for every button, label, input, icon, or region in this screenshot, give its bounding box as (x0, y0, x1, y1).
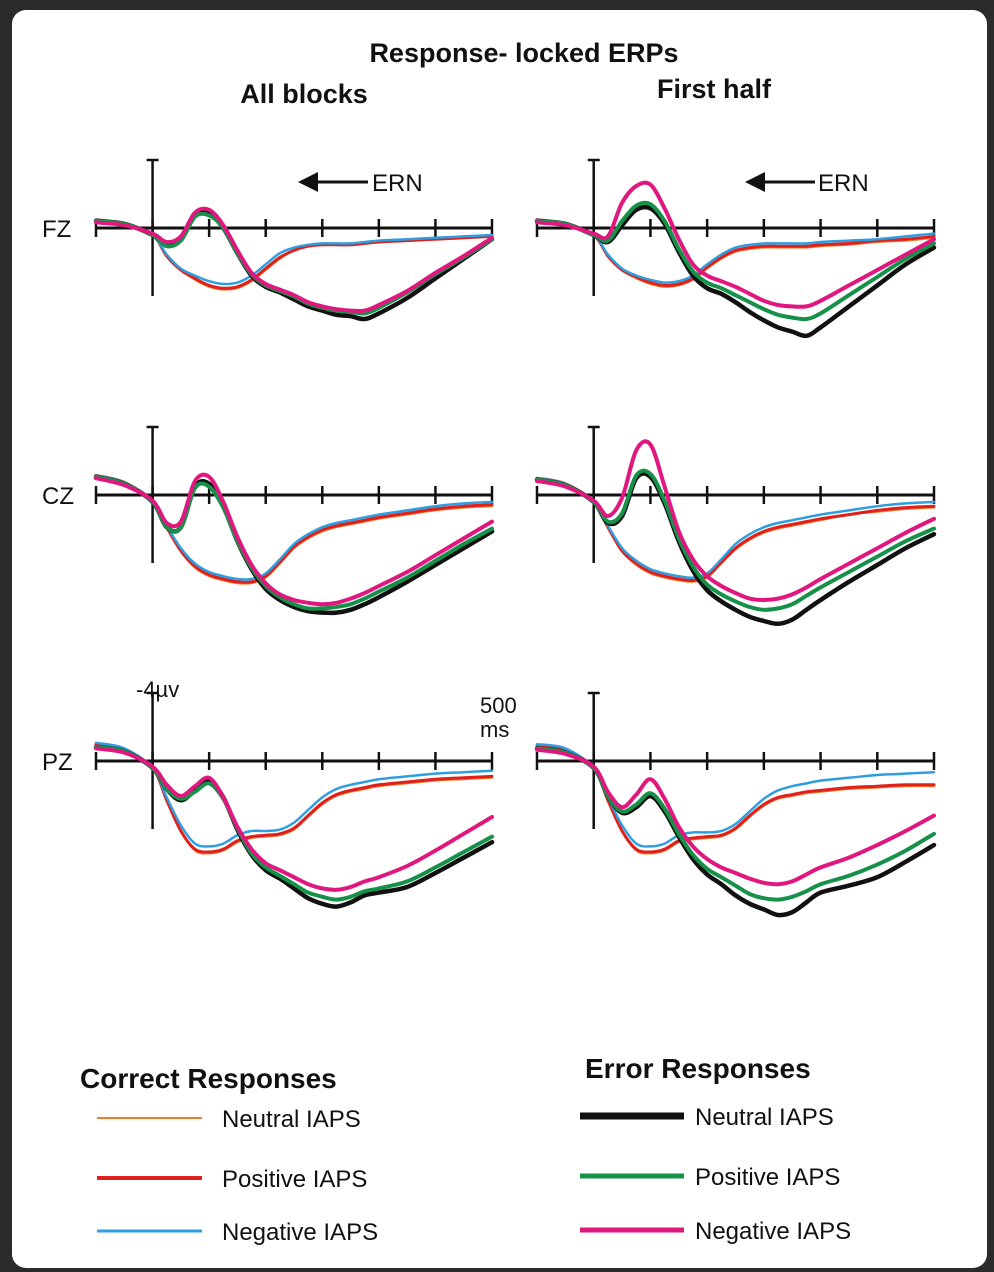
time-scale-unit: ms (480, 717, 509, 742)
trace-cz-all-error-negative (94, 472, 494, 607)
trace-cz-first-error-positive (535, 468, 936, 612)
ern-label-left: ERN (372, 170, 423, 197)
trace-cz-first-error-negative (535, 439, 936, 602)
trace-fz-first-error-positive (535, 200, 936, 322)
column-title-all-blocks: All blocks (240, 79, 368, 109)
panel-cz-first (534, 425, 937, 627)
legend-label-correct-neutral: Neutral IAPS (222, 1106, 361, 1133)
trace-cz-first-correct-positive (535, 476, 936, 583)
row-label-cz: CZ (42, 483, 74, 510)
trace-fz-all-error-negative (94, 206, 494, 314)
row-label-fz: FZ (42, 216, 71, 243)
panel-pz-first (534, 691, 937, 918)
panel-pz-all: PZ (42, 691, 495, 909)
legend-label-error-negative: Negative IAPS (695, 1218, 851, 1245)
arrow-left-icon (298, 172, 318, 192)
trace-pz-all-correct-positive (94, 742, 494, 854)
voltage-scale-label: -4µv (136, 677, 179, 702)
trace-pz-first-correct-negative (535, 742, 936, 848)
trace-fz-first-correct-negative (535, 218, 936, 284)
trace-pz-all-error-negative (94, 746, 494, 892)
trace-cz-first-correct-negative (535, 476, 936, 579)
trace-cz-all-error-positive (94, 474, 494, 611)
ern-annotation-right: ERN (745, 170, 869, 197)
erp-panels: FZ CZ PZ (42, 158, 937, 918)
legend-correct: Neutral IAPS Positive IAPS Negative IAPS (97, 1106, 378, 1246)
ern-label-right: ERN (818, 170, 869, 197)
trace-pz-all-correct-negative (94, 741, 494, 848)
trace-cz-all-correct-negative (94, 474, 494, 581)
column-title-first-half: First half (657, 74, 772, 104)
legend-label-error-positive: Positive IAPS (695, 1164, 840, 1191)
legend-label-error-neutral: Neutral IAPS (695, 1104, 834, 1131)
trace-pz-all-error-positive (94, 745, 494, 902)
erp-figure: Response- locked ERPs All blocks First h… (42, 38, 937, 1246)
ern-annotation-left: ERN (298, 170, 423, 197)
legend-label-correct-positive: Positive IAPS (222, 1166, 367, 1193)
time-scale-value: 500 (480, 693, 517, 718)
figure-frame: Response- locked ERPs All blocks First h… (12, 10, 987, 1268)
figure-title: Response- locked ERPs (369, 38, 678, 68)
panel-cz-all: CZ (42, 425, 495, 616)
trace-cz-all-correct-positive (94, 473, 494, 584)
legend-label-correct-negative: Negative IAPS (222, 1219, 378, 1246)
arrow-left-icon (745, 172, 765, 192)
trace-fz-all-correct-negative (94, 218, 494, 286)
row-label-pz: PZ (42, 749, 73, 776)
trace-pz-first-correct-positive (535, 744, 936, 854)
panel-fz-first (534, 158, 937, 339)
panel-fz-all: FZ (42, 158, 495, 322)
trace-fz-first-error-negative (535, 180, 936, 309)
legend-title-error: Error Responses (585, 1053, 811, 1084)
legend-title-correct: Correct Responses (80, 1063, 337, 1094)
trace-pz-first-error-negative (535, 747, 936, 887)
legend-error: Neutral IAPS Positive IAPS Negative IAPS (580, 1104, 851, 1245)
trace-pz-first-error-positive (535, 746, 936, 902)
